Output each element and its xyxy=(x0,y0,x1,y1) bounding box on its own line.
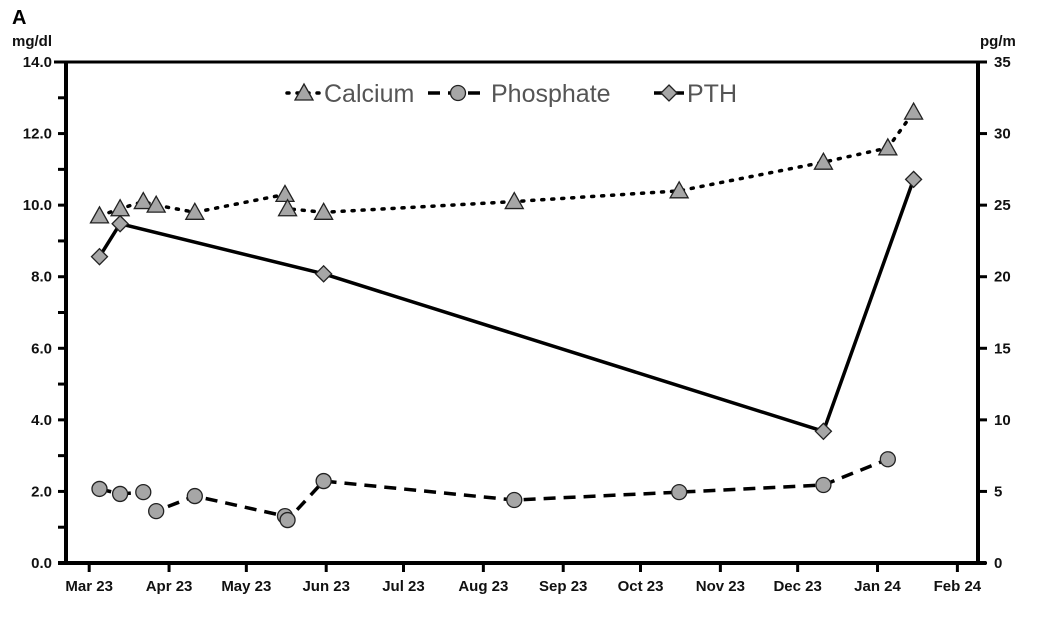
y-right-tick-label: 10 xyxy=(994,412,1011,429)
series-calcium xyxy=(89,101,924,224)
x-tick-label: Aug 23 xyxy=(458,578,508,595)
phosphate-point xyxy=(111,485,129,503)
legend-circle-icon xyxy=(449,84,467,102)
calcium-point xyxy=(504,191,525,210)
calcium-point xyxy=(274,184,296,203)
y-right-tick-label: 15 xyxy=(994,340,1011,357)
calcium-point xyxy=(184,201,205,220)
y-right-tick-label: 30 xyxy=(994,126,1011,143)
y-axis-left-label: mg/dl xyxy=(12,33,52,50)
series-phosphate xyxy=(91,451,896,529)
legend-diamond-icon xyxy=(660,84,678,102)
phosphate-point xyxy=(315,472,332,490)
calcium-point xyxy=(146,194,167,213)
legend-item-phosphate: Phosphate xyxy=(428,80,611,108)
y-left-tick-label: 2.0 xyxy=(31,483,52,500)
legend-triangle-icon xyxy=(293,82,315,101)
y-right-tick-label: 20 xyxy=(994,269,1011,286)
pth-point xyxy=(111,214,130,233)
y-left-tick-label: 10.0 xyxy=(23,197,52,214)
calcium-point xyxy=(133,191,154,210)
calcium-point xyxy=(813,151,834,170)
plot-frame xyxy=(65,61,979,564)
pth-point xyxy=(814,422,833,441)
legend-label: Calcium xyxy=(324,80,414,108)
phosphate-point xyxy=(279,511,296,529)
phosphate-point xyxy=(186,487,203,505)
calcium-point xyxy=(313,201,334,220)
y-right-tick-label: 25 xyxy=(994,197,1011,214)
calcium-point xyxy=(277,198,298,217)
y-right-tick-label: 0 xyxy=(994,555,1002,572)
calcium-point xyxy=(877,137,898,156)
y-left-tick-label: 8.0 xyxy=(31,269,52,286)
calcium-point xyxy=(903,101,924,120)
calcium-point xyxy=(89,205,110,224)
calcium-point xyxy=(109,198,131,217)
x-tick-label: Mar 23 xyxy=(65,578,113,595)
x-tick-label: Jan 24 xyxy=(854,578,901,595)
phosphate-point xyxy=(671,483,688,501)
y-left-tick-label: 4.0 xyxy=(31,412,52,429)
phosphate-point xyxy=(135,483,152,501)
x-tick-label: Feb 24 xyxy=(934,578,982,595)
phosphate-point xyxy=(879,451,896,468)
x-tick-label: May 23 xyxy=(221,578,271,595)
y-left-tick-label: 14.0 xyxy=(23,54,52,71)
calcium-point xyxy=(669,180,690,199)
phosphate-point xyxy=(815,476,832,494)
pth-point xyxy=(904,170,923,189)
y-left-tick-label: 0.0 xyxy=(31,555,52,572)
x-tick-label: Oct 23 xyxy=(618,578,664,595)
series-pth xyxy=(90,170,923,441)
pth-line xyxy=(98,178,916,434)
y-left-tick-label: 12.0 xyxy=(23,126,52,143)
legend-label: Phosphate xyxy=(491,80,611,108)
legend-label: PTH xyxy=(687,80,737,108)
x-tick-label: Jun 23 xyxy=(302,578,350,595)
pth-point xyxy=(314,264,333,283)
y-right-tick-label: 35 xyxy=(994,54,1011,71)
phosphate-point xyxy=(506,491,523,509)
x-tick-label: Sep 23 xyxy=(539,578,587,595)
x-tick-label: Jul 23 xyxy=(382,578,425,595)
x-tick-label: Apr 23 xyxy=(146,578,193,595)
legend-item-calcium: Calcium xyxy=(285,80,414,108)
y-axis-right-label: pg/m xyxy=(980,33,1016,50)
x-tick-label: Dec 23 xyxy=(773,578,821,595)
phosphate-point xyxy=(148,502,165,520)
phosphate-line xyxy=(99,457,889,523)
y-right-tick-label: 5 xyxy=(994,483,1002,500)
phosphate-point xyxy=(91,480,108,498)
panel-label: A xyxy=(12,7,26,29)
calcium-line xyxy=(97,110,916,218)
legend-item-pth: PTH xyxy=(654,80,737,108)
x-tick-label: Nov 23 xyxy=(696,578,745,595)
pth-point xyxy=(90,247,109,266)
y-left-tick-label: 6.0 xyxy=(31,340,52,357)
